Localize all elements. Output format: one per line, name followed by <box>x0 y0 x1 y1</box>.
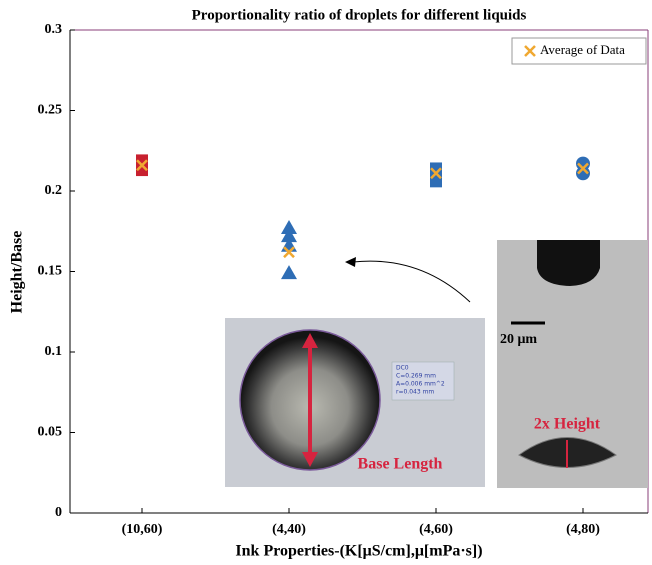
x-tick-label: (4,80) <box>566 522 600 537</box>
x-tick-label: (4,60) <box>419 522 453 537</box>
y-tick-label: 0.3 <box>45 22 63 37</box>
y-tick-label: 0.05 <box>38 425 63 440</box>
y-tick-label: 0.1 <box>45 344 63 359</box>
chart: Proportionality ratio of droplets for di… <box>0 0 652 565</box>
y-tick-label: 0.25 <box>38 103 63 118</box>
annotation: C=0.269 mm <box>396 373 436 380</box>
annotation: Base Length <box>358 456 443 473</box>
inset-base <box>225 318 485 487</box>
x-tick-label: (10,60) <box>122 522 163 537</box>
y-tick-label: 0 <box>55 505 62 520</box>
x-tick-label: (4,40) <box>272 522 306 537</box>
x-axis-title: Ink Properties-(K[μS/cm],μ[mPa·s]) <box>235 543 482 560</box>
pointer-arrow <box>353 261 470 302</box>
annotation: 2x Height <box>534 416 601 433</box>
annotation: DC0 <box>396 365 409 372</box>
pointer-arrow-head <box>345 257 356 267</box>
legend-label: Average of Data <box>540 42 625 57</box>
y-tick-label: 0.15 <box>38 264 63 279</box>
y-tick-label: 0.2 <box>45 183 63 198</box>
nozzle <box>537 240 600 286</box>
annotation: A=0.006 mm^2 <box>396 381 445 388</box>
point <box>281 265 297 279</box>
annotation: r=0.043 mm <box>396 389 434 396</box>
y-axis-title: Height/Base <box>9 231 26 314</box>
annotation: 20 μm <box>500 332 537 347</box>
chart-title: Proportionality ratio of droplets for di… <box>192 7 527 23</box>
inset-height <box>497 240 648 488</box>
